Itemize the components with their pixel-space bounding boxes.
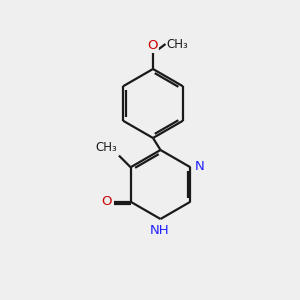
- Text: CH₃: CH₃: [167, 38, 188, 50]
- Text: N: N: [194, 160, 204, 173]
- Text: CH₃: CH₃: [95, 141, 117, 154]
- Text: O: O: [148, 39, 158, 52]
- Text: NH: NH: [150, 224, 170, 237]
- Text: O: O: [101, 195, 112, 208]
